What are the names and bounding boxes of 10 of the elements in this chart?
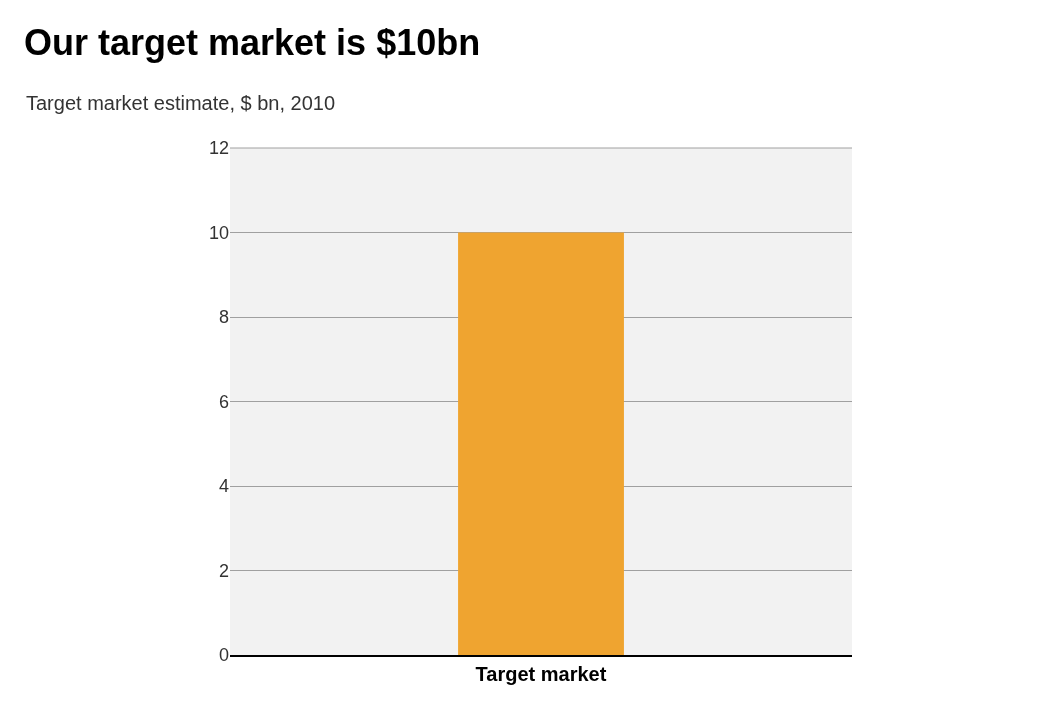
y-tick-label: 10 (208, 222, 229, 243)
x-tick-label: Target market (475, 663, 607, 685)
y-tick-label: 12 (208, 138, 229, 159)
chart-subtitle: Target market estimate, $ bn, 2010 (26, 92, 336, 114)
y-tick-label: 8 (218, 307, 229, 328)
y-tick-label: 6 (218, 391, 229, 412)
y-tick-label: 2 (218, 560, 229, 581)
chart-title: Our target market is $10bn (24, 22, 481, 64)
y-tick-label: 4 (218, 476, 229, 497)
y-tick-label: 0 (218, 645, 229, 666)
